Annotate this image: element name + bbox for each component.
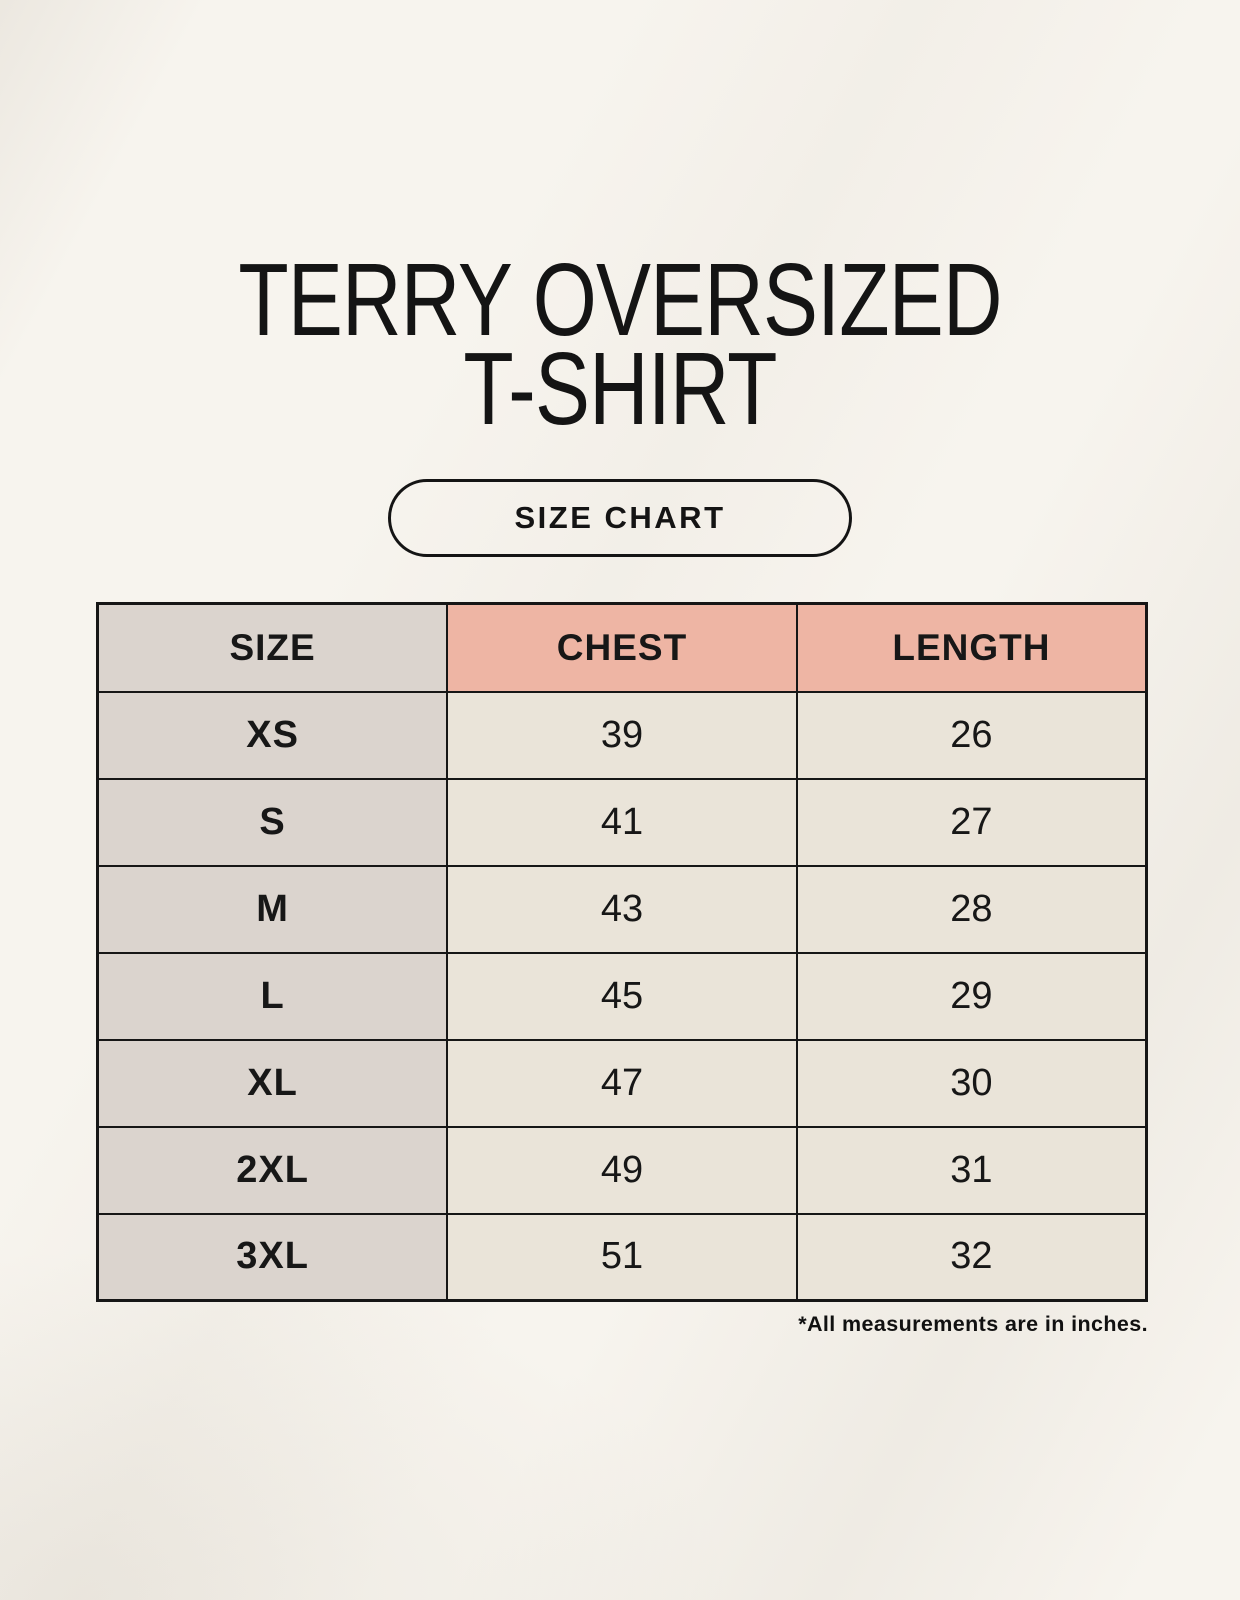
size-cell: M xyxy=(96,864,449,954)
chest-cell: 43 xyxy=(446,864,798,954)
chest-cell: 49 xyxy=(446,1125,798,1215)
length-cell: 32 xyxy=(795,1212,1148,1302)
size-cell: L xyxy=(96,951,449,1041)
size-chart-table-body: XS 39 26 S 41 27 M 43 28 L 45 29 XL 47 3… xyxy=(96,690,1148,1302)
column-header-size: SIZE xyxy=(96,602,449,693)
size-cell: XL xyxy=(96,1038,449,1128)
page-title-line-1: TERRY OVERSIZED xyxy=(238,242,1002,357)
length-cell: 28 xyxy=(795,864,1148,954)
length-cell: 27 xyxy=(795,777,1148,867)
size-chart-table-header: SIZE CHEST LENGTH xyxy=(96,602,1148,693)
table-row: S 41 27 xyxy=(96,777,1148,867)
measurement-units-footnote: *All measurements are in inches. xyxy=(798,1312,1148,1336)
table-row: M 43 28 xyxy=(96,864,1148,954)
chest-cell: 45 xyxy=(446,951,798,1041)
size-cell: XS xyxy=(96,690,449,780)
header-row: SIZE CHEST LENGTH xyxy=(96,602,1148,693)
table-row: XS 39 26 xyxy=(96,690,1148,780)
size-cell: 2XL xyxy=(96,1125,449,1215)
column-header-chest: CHEST xyxy=(446,602,798,693)
size-chart-button[interactable]: SIZE CHART xyxy=(388,479,852,557)
length-cell: 26 xyxy=(795,690,1148,780)
size-chart-button-label: SIZE CHART xyxy=(514,500,726,535)
length-cell: 29 xyxy=(795,951,1148,1041)
table-row: L 45 29 xyxy=(96,951,1148,1041)
chest-cell: 47 xyxy=(446,1038,798,1128)
table-row: 3XL 51 32 xyxy=(96,1212,1148,1302)
page-title-line-2: T-SHIRT xyxy=(463,330,777,446)
column-header-length: LENGTH xyxy=(795,602,1148,693)
chest-cell: 41 xyxy=(446,777,798,867)
length-cell: 31 xyxy=(795,1125,1148,1215)
chest-cell: 39 xyxy=(446,690,798,780)
size-cell: 3XL xyxy=(96,1212,449,1302)
table-row: 2XL 49 31 xyxy=(96,1125,1148,1215)
page-title: TERRY OVERSIZED T-SHIRT xyxy=(124,242,1116,446)
chest-cell: 51 xyxy=(446,1212,798,1302)
table-row: XL 47 30 xyxy=(96,1038,1148,1128)
length-cell: 30 xyxy=(795,1038,1148,1128)
size-chart-table: SIZE CHEST LENGTH XS 39 26 S 41 27 M 43 … xyxy=(96,602,1148,1302)
size-cell: S xyxy=(96,777,449,867)
